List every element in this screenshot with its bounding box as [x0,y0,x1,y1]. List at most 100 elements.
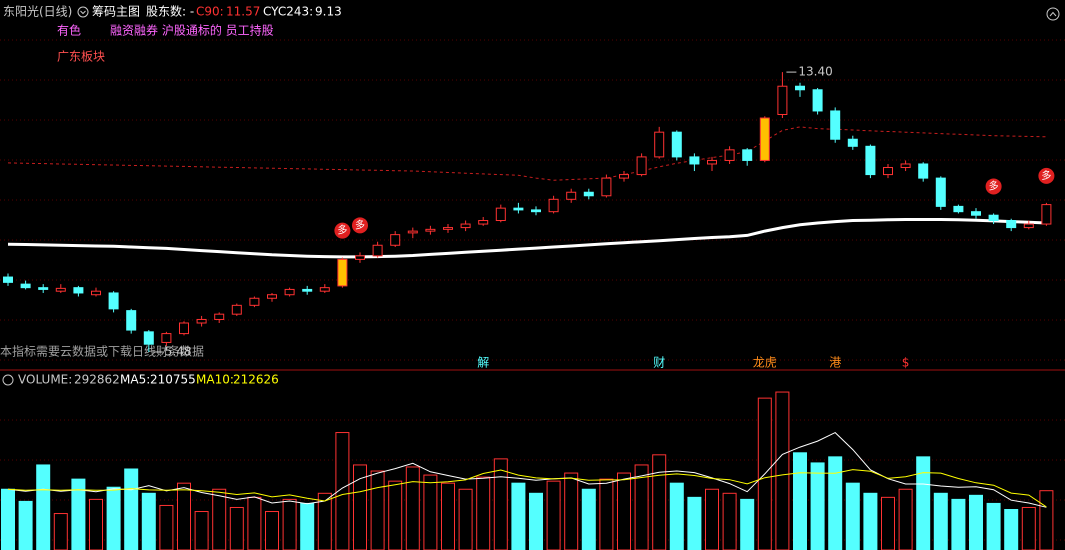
candle-body [883,167,893,176]
note: 本指标需要云数据或下载日线财务数据 [0,344,204,359]
volume-bar [951,498,966,550]
candle-body [777,85,788,115]
volume-menu[interactable] [2,374,14,386]
volume-bar [916,456,931,550]
volume-label: VOLUME: [18,373,72,387]
candle-body [759,117,770,161]
volume-bar [881,496,895,550]
signal-label: 多 [337,224,347,237]
tag: 广东板块 [57,50,105,64]
volume-bar [265,511,279,550]
volume-bar [793,452,807,550]
volume-bar [986,502,1001,550]
volume-bar [1039,490,1054,550]
signal-label: 多 [355,218,365,231]
candle-body [900,163,911,169]
candle-body [478,220,489,225]
candle-body [795,85,805,91]
cyc-value: 9.13 [315,5,342,19]
volume-bar [53,513,68,550]
candle-body [161,333,172,343]
candle-body [425,228,436,232]
tag: 融资融券 沪股通标的 员工持股 [110,23,274,38]
volume-bar [124,468,139,550]
ma-line [7,469,1047,508]
signal-label: 多 [989,179,999,192]
volume-bar [775,391,790,550]
volume-bar [159,504,174,550]
candle-body [812,89,823,112]
volume-bar [599,478,614,550]
volume-bar [441,482,455,550]
volume-bar [194,511,209,550]
volume-bar [423,474,438,550]
volume-bar [705,488,719,550]
indicator-name: 筹码主图 [92,5,140,19]
volume-bar [370,470,385,550]
ma10-value: 212626 [233,373,279,387]
candle-body [619,174,629,179]
volume-bar [36,464,51,550]
volume-bar [546,480,561,550]
volume-bar [1004,509,1019,550]
candle-body [988,214,999,222]
candle-body [73,287,84,294]
candle-body [302,288,313,292]
holders: 股东数: - [146,4,194,19]
volume-bar [493,458,508,550]
ma-line [7,431,1047,508]
volume-bar [687,496,702,550]
volume-bar [669,482,684,550]
volume-bar [863,492,878,550]
event-label: 解 [477,356,489,370]
candle-body [865,145,876,176]
volume-bar [511,482,526,550]
candle-body [319,287,330,292]
signal-badge [985,178,1002,195]
signal-badge [334,222,351,239]
volume-bar [933,492,948,550]
volume-bar [388,480,403,550]
candle-body [38,287,49,290]
candle-body [1023,223,1034,229]
candle-body [179,322,189,335]
tag: 有色 [57,24,81,38]
volume-bar [247,496,262,550]
collapse-button[interactable] [1046,7,1060,21]
stock-name: 东阳光(日线) [3,5,72,19]
candle-body [1006,220,1017,229]
ma5-value: 210755 [150,373,196,387]
volume-bar [617,472,631,550]
candle-body [231,304,242,315]
candle-body [953,205,964,213]
ma10-label: MA10: [196,373,234,387]
candle-body [830,110,841,140]
candle-body [143,331,154,345]
dropdown-icon[interactable] [77,6,89,18]
volume-bar [476,476,491,550]
volume-bar [740,498,755,550]
volume-bar [898,488,913,550]
volume-bar [300,502,315,550]
candle-body [971,211,981,216]
candle-body [390,234,401,246]
candle-body [654,131,665,158]
candle-body [548,198,559,213]
volume-bar [458,488,473,550]
volume-bar [652,454,667,550]
candle-body [724,149,735,161]
candle-body [1041,204,1052,225]
volume-bar [634,464,649,550]
volume-bar [722,492,737,550]
candle-body [513,207,524,211]
volume-bar [969,494,983,550]
candle-body [531,209,541,213]
candle-body [196,318,207,324]
min-label: 5.48 [165,344,192,358]
signal-badge [1038,167,1055,184]
volume-bar [405,466,420,550]
signal-badge [352,217,368,234]
candle-body [583,191,594,197]
volume-bar [71,478,86,550]
